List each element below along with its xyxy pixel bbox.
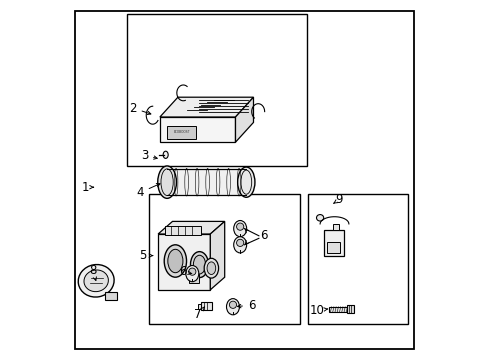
Bar: [332, 224, 339, 230]
Ellipse shape: [226, 299, 239, 315]
Text: 6: 6: [237, 299, 255, 312]
Text: 1: 1: [81, 181, 89, 194]
Ellipse shape: [233, 220, 246, 237]
Ellipse shape: [167, 249, 183, 273]
Text: 9: 9: [334, 193, 342, 206]
Text: 2: 2: [129, 102, 150, 114]
Bar: [323, 230, 343, 256]
Text: 6: 6: [179, 265, 191, 278]
Polygon shape: [158, 234, 210, 290]
Ellipse shape: [185, 266, 199, 282]
Bar: [197, 304, 201, 309]
Polygon shape: [158, 221, 224, 234]
Ellipse shape: [237, 167, 254, 197]
Text: 5: 5: [139, 249, 152, 262]
Bar: [307, 194, 407, 324]
Bar: [165, 226, 201, 235]
Ellipse shape: [229, 301, 236, 309]
Text: 6: 6: [260, 229, 267, 242]
Ellipse shape: [193, 255, 205, 274]
Ellipse shape: [158, 166, 176, 198]
Ellipse shape: [236, 239, 244, 247]
Ellipse shape: [84, 270, 108, 292]
Polygon shape: [235, 97, 253, 142]
Ellipse shape: [164, 245, 186, 277]
Ellipse shape: [163, 151, 168, 158]
Bar: [346, 305, 354, 313]
Bar: [167, 126, 196, 139]
Bar: [149, 194, 300, 324]
Bar: [326, 242, 340, 253]
Polygon shape: [210, 221, 224, 290]
Text: 3: 3: [141, 149, 157, 162]
Bar: [105, 292, 117, 300]
Text: 7: 7: [194, 307, 204, 321]
Polygon shape: [160, 97, 253, 117]
Text: 4: 4: [136, 184, 160, 199]
Polygon shape: [160, 117, 235, 142]
Ellipse shape: [188, 268, 196, 275]
Ellipse shape: [233, 237, 246, 253]
Ellipse shape: [236, 223, 244, 230]
Text: ECOBOOST: ECOBOOST: [173, 130, 189, 135]
Text: 10: 10: [309, 304, 327, 317]
Ellipse shape: [206, 262, 215, 275]
Bar: [188, 274, 199, 283]
Bar: [200, 302, 212, 310]
Ellipse shape: [204, 258, 218, 278]
Bar: [328, 307, 348, 312]
Ellipse shape: [78, 265, 114, 297]
Ellipse shape: [190, 252, 208, 278]
Text: 8: 8: [89, 264, 96, 280]
Bar: [127, 14, 307, 166]
Bar: [167, 169, 246, 195]
Ellipse shape: [316, 215, 323, 221]
